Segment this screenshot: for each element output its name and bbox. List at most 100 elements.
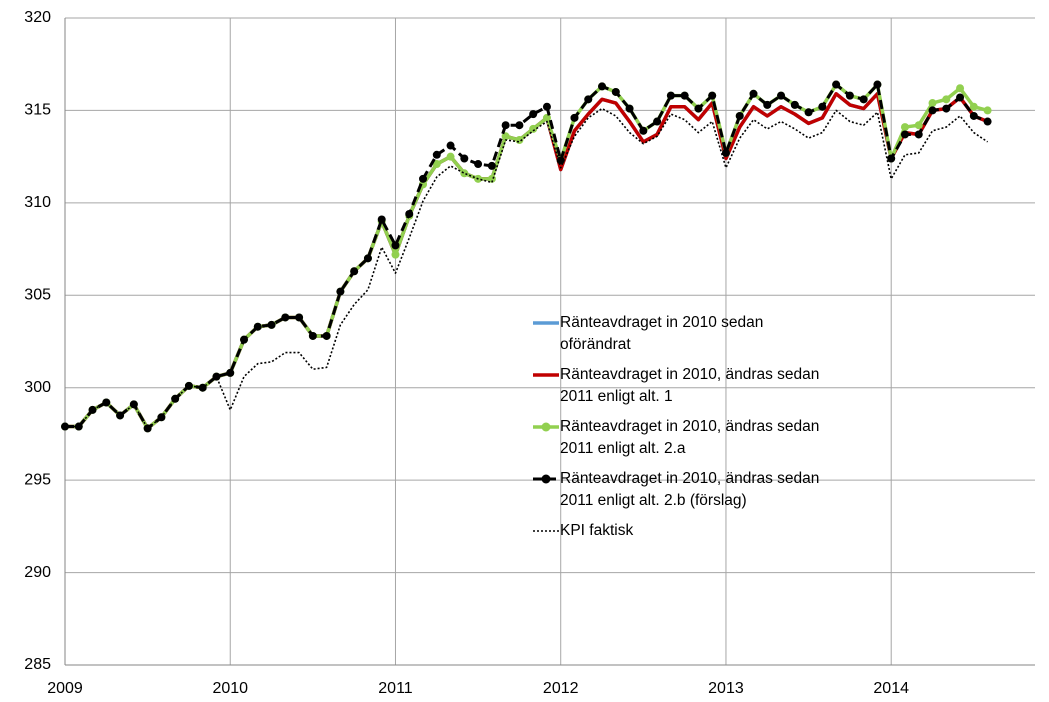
legend-label: Ränteavdraget in 2010, ändras sedan 2011… <box>560 366 820 405</box>
legend-entry: Ränteavdraget in 2010, ändras sedan 2011… <box>532 468 830 512</box>
point <box>529 110 538 119</box>
legend-marker <box>541 422 551 432</box>
series-line <box>65 92 989 431</box>
point <box>983 117 992 126</box>
point <box>446 141 455 150</box>
point <box>446 152 455 161</box>
point <box>391 241 400 250</box>
point <box>721 148 730 157</box>
y-tick-label: 285 <box>24 656 51 673</box>
y-tick-label: 315 <box>24 102 51 119</box>
point <box>267 320 276 329</box>
point <box>900 123 909 132</box>
y-tick-label: 310 <box>24 194 51 211</box>
point <box>639 126 648 135</box>
point <box>804 108 813 117</box>
x-tick-label: 2009 <box>47 680 83 697</box>
point <box>942 104 951 113</box>
series-line <box>65 92 989 431</box>
point <box>832 80 841 89</box>
legend: Ränteavdraget in 2010 sedan oförändrat Rä… <box>532 312 830 550</box>
legend-marker <box>541 474 551 484</box>
legend-label: Ränteavdraget in 2010, ändras sedan 2011… <box>560 418 820 457</box>
legend-entry: Ränteavdraget in 2010 sedan oförändrat <box>532 312 830 356</box>
series-line <box>65 82 989 431</box>
point <box>611 87 620 96</box>
point <box>460 154 469 163</box>
point <box>584 95 593 104</box>
point <box>432 160 441 169</box>
point <box>859 95 868 104</box>
point <box>956 93 965 102</box>
point <box>942 95 951 104</box>
legend-swatch <box>533 321 559 325</box>
point <box>914 130 923 139</box>
point <box>501 132 510 141</box>
point <box>515 121 524 130</box>
point <box>391 250 400 259</box>
point <box>432 150 441 159</box>
point <box>143 424 152 433</box>
point <box>350 267 359 276</box>
point <box>749 89 758 98</box>
point <box>129 400 138 409</box>
point <box>308 331 317 340</box>
point <box>928 99 937 108</box>
point <box>322 331 331 340</box>
legend-label: Ränteavdraget in 2010 sedan oförändrat <box>560 314 764 353</box>
point <box>377 215 386 224</box>
legend-entry: KPI faktisk <box>532 520 830 542</box>
point <box>501 121 510 130</box>
point <box>914 121 923 130</box>
point <box>336 287 345 296</box>
x-tick-label: 2012 <box>543 680 579 697</box>
legend-entry: Ränteavdraget in 2010, ändras sedan 2011… <box>532 416 830 460</box>
point <box>556 156 565 165</box>
point <box>735 111 744 120</box>
point <box>969 111 978 120</box>
point <box>240 335 249 344</box>
point <box>419 174 428 183</box>
point <box>818 102 827 111</box>
point <box>680 91 689 100</box>
legend-label: KPI faktisk <box>560 522 634 539</box>
legend-label: Ränteavdraget in 2010, ändras sedan 2011… <box>560 470 820 509</box>
point <box>542 102 551 111</box>
point <box>405 209 414 218</box>
point <box>666 91 675 100</box>
point <box>790 100 799 109</box>
point <box>102 398 111 407</box>
point <box>542 113 551 122</box>
point <box>845 91 854 100</box>
x-tick-label: 2013 <box>708 680 744 697</box>
point <box>694 104 703 113</box>
point <box>226 368 235 377</box>
y-tick-label: 300 <box>24 379 51 396</box>
point <box>969 102 978 111</box>
point <box>873 80 882 89</box>
point <box>598 82 607 91</box>
y-tick-label: 320 <box>24 9 51 26</box>
point <box>956 84 965 93</box>
point <box>777 91 786 100</box>
legend-entry: Ränteavdraget in 2010, ändras sedan 2011… <box>532 364 830 408</box>
point <box>928 106 937 115</box>
point <box>295 313 304 322</box>
series-line <box>65 83 989 430</box>
point <box>983 106 992 115</box>
y-tick-label: 290 <box>24 564 51 581</box>
point <box>763 100 772 109</box>
legend-swatch <box>533 422 559 432</box>
x-tick-label: 2011 <box>378 680 413 697</box>
x-tick-label: 2014 <box>873 680 909 697</box>
y-tick-label: 295 <box>24 471 51 488</box>
point <box>625 104 634 113</box>
point <box>212 372 221 381</box>
point <box>653 117 662 126</box>
legend-swatch <box>533 373 559 377</box>
point <box>88 405 97 414</box>
point <box>253 322 262 331</box>
series-line <box>65 107 989 430</box>
